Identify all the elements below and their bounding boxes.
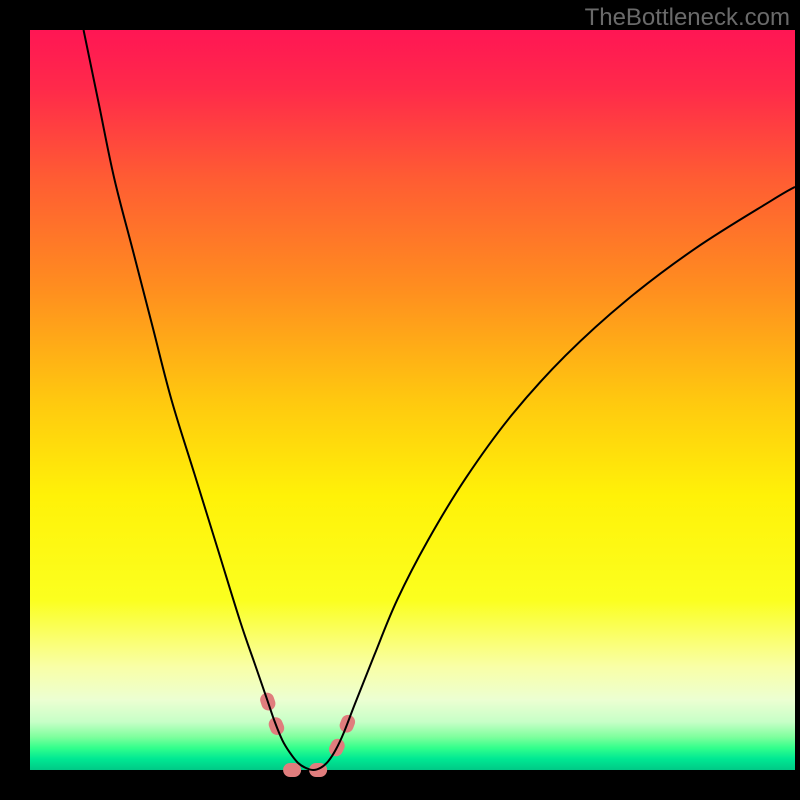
watermark-text: TheBottleneck.com xyxy=(585,4,790,32)
bottleneck-chart xyxy=(0,0,800,800)
chart-container: TheBottleneck.com xyxy=(0,0,800,800)
plot-area xyxy=(30,30,795,770)
